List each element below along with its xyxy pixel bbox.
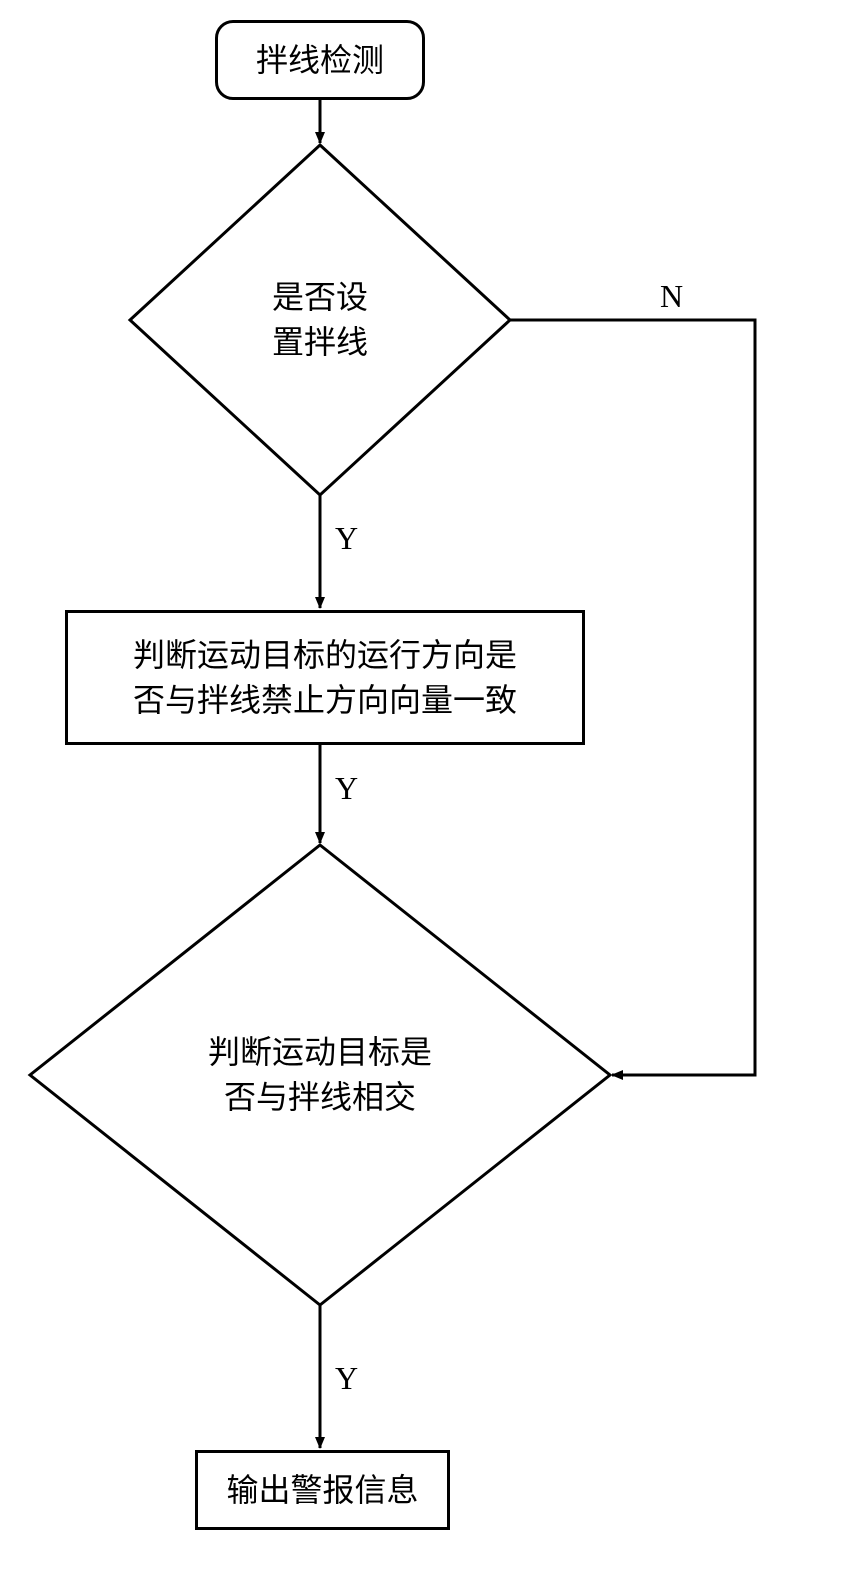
decide-set-line1: 是否设 (272, 279, 368, 315)
decide-intersect-line2: 否与拌线相交 (224, 1079, 416, 1115)
decide-intersect-line1: 判断运动目标是 (208, 1034, 432, 1070)
decide-set-text: 是否设 置拌线 (272, 275, 368, 365)
process-direction-text: 判断运动目标的运行方向是 否与拌线禁止方向向量一致 (133, 633, 517, 723)
start-label: 拌线检测 (256, 38, 384, 83)
edge-label-y3: Y (335, 1360, 358, 1397)
decide-intersect-text: 判断运动目标是 否与拌线相交 (208, 1030, 432, 1120)
process-direction-node: 判断运动目标的运行方向是 否与拌线禁止方向向量一致 (65, 610, 585, 745)
edge-label-n: N (660, 278, 683, 315)
flowchart-canvas: 拌线检测 是否设 置拌线 判断运动目标的运行方向是 否与拌线禁止方向向量一致 判… (0, 0, 849, 1584)
edge-label-y1: Y (335, 520, 358, 557)
process-line1: 判断运动目标的运行方向是 (133, 637, 517, 673)
decide-set-node: 是否设 置拌线 (130, 145, 510, 495)
process-line2: 否与拌线禁止方向向量一致 (133, 682, 517, 718)
start-node: 拌线检测 (215, 20, 425, 100)
decide-set-line2: 置拌线 (272, 324, 368, 360)
output-alarm-label: 输出警报信息 (226, 1468, 418, 1513)
output-alarm-node: 输出警报信息 (195, 1450, 450, 1530)
decide-intersect-node: 判断运动目标是 否与拌线相交 (30, 845, 610, 1305)
edge-label-y2: Y (335, 770, 358, 807)
